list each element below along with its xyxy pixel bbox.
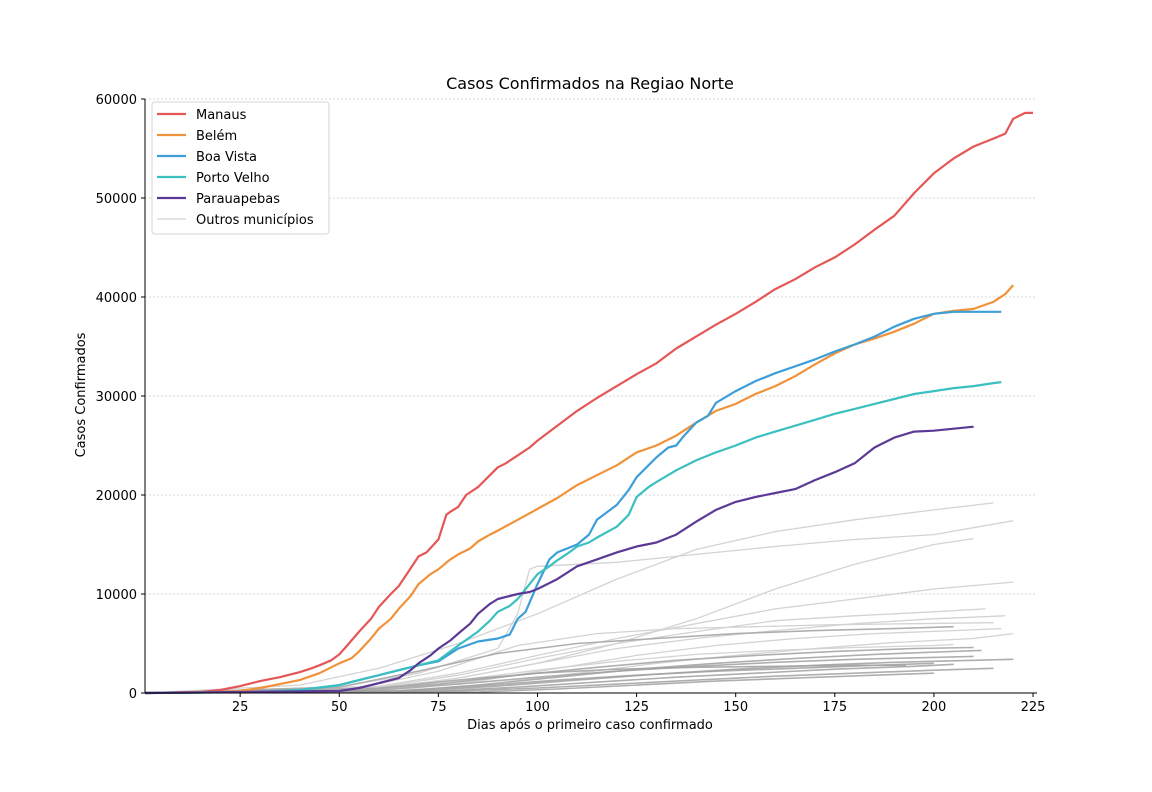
y-tick-label: 30000 xyxy=(96,390,137,405)
x-tick-label: 125 xyxy=(624,700,649,715)
y-tick-label: 60000 xyxy=(96,93,137,108)
series-line-boa-vista xyxy=(144,310,1002,695)
y-tick-label: 50000 xyxy=(96,192,137,207)
legend-label: Porto Velho xyxy=(196,171,270,186)
x-ticks: 25 50 75 100 125 150 175 200 225 xyxy=(232,693,1046,715)
other-municipality-line xyxy=(144,608,986,694)
other-municipality-line-dense xyxy=(144,663,954,694)
x-tick-label: 75 xyxy=(430,700,447,715)
x-tick-label: 150 xyxy=(723,700,748,715)
other-municipality-line-dense xyxy=(144,662,934,694)
legend-label: Parauapebas xyxy=(196,192,280,207)
legend-label: Boa Vista xyxy=(196,150,257,165)
series-line-porto-velho xyxy=(144,381,1002,695)
y-ticks: 0 10000 20000 30000 40000 50000 60000 xyxy=(96,93,145,702)
other-municipality-line xyxy=(144,502,994,694)
y-tick-label: 0 xyxy=(129,687,137,702)
other-municipality-line-dense xyxy=(144,646,974,694)
legend-label: Belém xyxy=(196,129,237,144)
other-municipality-line-dense xyxy=(144,672,934,694)
y-tick-label: 10000 xyxy=(96,588,137,603)
y-tick-label: 20000 xyxy=(96,489,137,504)
other-municipality-line-dense xyxy=(144,625,954,694)
grid-lines xyxy=(145,98,1037,595)
x-tick-label: 175 xyxy=(822,700,847,715)
chart-title: Casos Confirmados na Regiao Norte xyxy=(446,74,734,93)
legend-label: Manaus xyxy=(196,108,247,123)
other-municipalities-lines xyxy=(144,502,1014,694)
other-municipality-line-dense xyxy=(144,664,907,694)
x-tick-label: 25 xyxy=(232,700,249,715)
y-axis-label: Casos Confirmados xyxy=(74,332,89,457)
series-line-manaus xyxy=(144,111,1033,695)
legend: Manaus Belém Boa Vista Porto Velho Parauapeb… xyxy=(151,101,330,235)
legend-box xyxy=(151,101,330,235)
legend-label: Outros municípios xyxy=(196,213,314,228)
x-tick-label: 200 xyxy=(922,700,947,715)
x-tick-label: 100 xyxy=(525,700,550,715)
x-tick-label: 225 xyxy=(1021,700,1046,715)
series-line-parauapebas xyxy=(144,425,974,695)
y-tick-label: 40000 xyxy=(96,291,137,306)
other-municipality-line-dense xyxy=(144,667,994,694)
other-municipality-line xyxy=(144,581,1014,694)
x-axis-label: Dias após o primeiro caso confirmado xyxy=(467,718,713,733)
x-tick-label: 50 xyxy=(331,700,348,715)
highlighted-series-lines xyxy=(144,111,1033,695)
other-municipality-line xyxy=(144,622,994,694)
other-municipality-line xyxy=(144,520,1014,694)
series-line-bel-m xyxy=(144,284,1015,695)
